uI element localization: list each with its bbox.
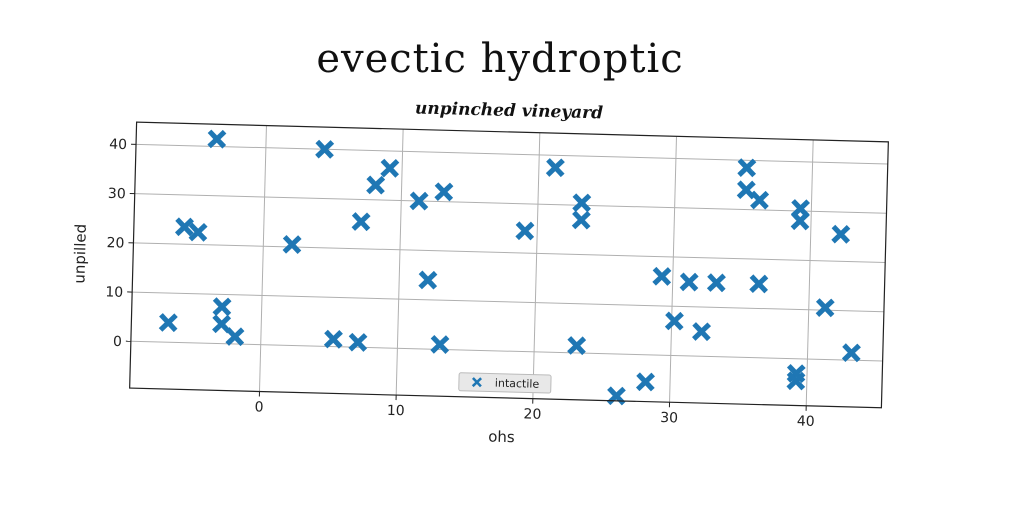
data-point <box>750 190 770 210</box>
x-axis-label: ohs <box>488 427 515 446</box>
y-axis-label: unpilled <box>70 224 90 284</box>
data-point <box>749 274 769 294</box>
x-grid-line <box>669 136 677 403</box>
data-point <box>679 272 699 292</box>
legend-marker <box>471 377 483 388</box>
chart-subtitle: unpinched vineyard <box>415 98 604 123</box>
data-point <box>430 334 450 354</box>
data-point <box>652 266 672 286</box>
data-point <box>545 158 565 178</box>
data-point <box>737 158 757 178</box>
y-grid-line <box>136 143 888 165</box>
data-point <box>831 224 851 244</box>
data-point <box>572 193 592 213</box>
x-tick-label: 0 <box>254 399 263 415</box>
data-point <box>212 314 232 334</box>
figure-title: evectic hydroptic <box>316 36 683 82</box>
data-points <box>158 129 861 406</box>
data-point <box>225 327 245 347</box>
data-point <box>841 343 861 363</box>
x-tick-label: 30 <box>660 410 678 426</box>
x-grid-line <box>258 125 267 392</box>
y-tick-label: 0 <box>113 334 122 350</box>
data-point <box>158 313 178 333</box>
y-grid-line <box>130 340 883 362</box>
plot-background <box>129 122 889 408</box>
plot-frame <box>129 121 889 409</box>
data-point <box>635 372 655 392</box>
data-point <box>188 222 208 242</box>
data-point <box>207 129 227 149</box>
data-point <box>351 212 371 232</box>
x-tick-label: 10 <box>387 403 405 419</box>
data-point <box>567 336 587 356</box>
legend: intactile <box>458 372 552 394</box>
x-grid-line <box>805 139 814 406</box>
data-point <box>790 211 810 231</box>
y-tick-label: 20 <box>106 235 124 251</box>
plot-area: unpinched vineyard 0 10 20 30 40 0 10 20 30 40 in… <box>70 98 889 446</box>
axis-ticks: 0 10 20 30 40 0 10 20 30 40 <box>105 137 815 430</box>
data-point <box>815 298 835 318</box>
data-point <box>692 322 712 342</box>
x-tick-label: 40 <box>797 414 815 430</box>
data-point <box>515 221 535 241</box>
grid <box>130 125 888 406</box>
y-tick-label: 40 <box>109 137 127 153</box>
legend-box <box>458 372 552 394</box>
data-point <box>418 270 438 290</box>
legend-label: intactile <box>495 377 540 391</box>
data-point <box>282 234 302 254</box>
y-tick-label: 10 <box>105 284 123 300</box>
y-grid-line <box>133 242 886 264</box>
data-point <box>212 297 232 317</box>
x-tick-label: 20 <box>523 406 541 422</box>
y-tick-label: 30 <box>108 186 126 202</box>
data-point <box>786 371 806 391</box>
data-point <box>571 210 591 230</box>
data-point <box>409 191 429 211</box>
data-point <box>323 329 343 349</box>
x-grid-line <box>532 132 541 399</box>
y-grid-line <box>134 193 887 214</box>
x-grid-line <box>395 129 404 396</box>
y-grid-line <box>132 291 884 313</box>
legend-marker-glyph <box>471 377 483 388</box>
data-point <box>348 332 368 352</box>
data-point <box>706 273 726 293</box>
data-point <box>174 217 194 237</box>
data-point <box>434 182 454 202</box>
data-point <box>315 139 335 159</box>
data-point <box>366 175 386 195</box>
data-point <box>380 158 400 178</box>
data-point <box>664 311 684 331</box>
